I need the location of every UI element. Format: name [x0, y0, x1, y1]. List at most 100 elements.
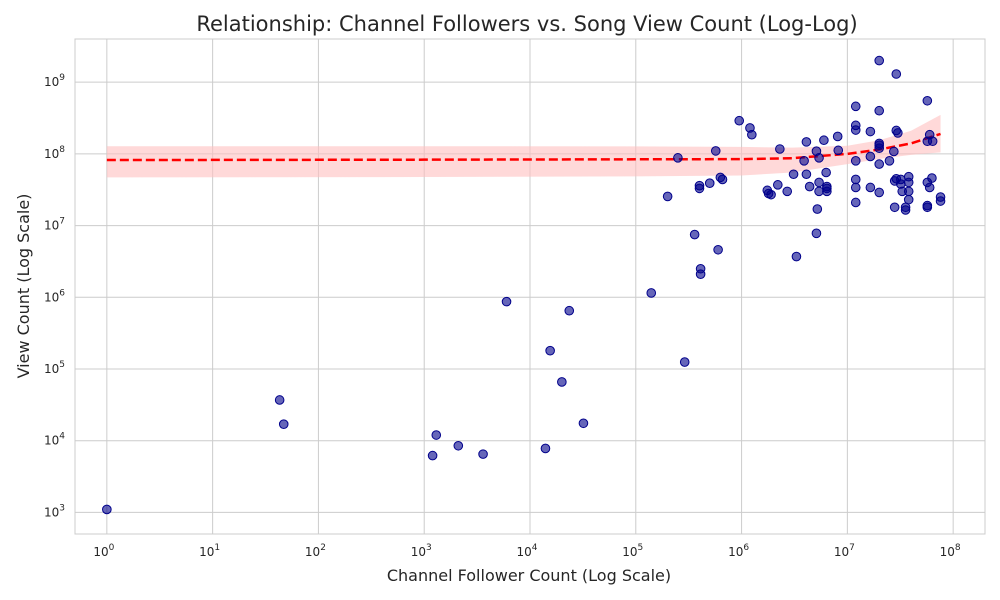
data-point — [903, 186, 914, 197]
x-tick-label: 106 — [728, 543, 749, 559]
data-point — [889, 202, 900, 213]
data-point — [717, 174, 728, 185]
data-point — [874, 143, 885, 154]
data-point — [922, 95, 933, 106]
confidence-band — [106, 114, 941, 178]
data-point — [850, 174, 861, 185]
y-axis-ticks: 103 104 105 106 107 108 109 — [44, 73, 65, 519]
x-tick-label: 100 — [93, 543, 114, 559]
data-point — [922, 202, 933, 213]
data-point — [822, 186, 832, 197]
data-point — [102, 504, 112, 515]
data-point — [747, 129, 757, 140]
data-point — [874, 105, 885, 116]
data-point — [557, 377, 567, 387]
data-point — [903, 194, 914, 205]
data-point — [710, 146, 721, 156]
data-point — [819, 135, 829, 146]
data-point — [893, 128, 903, 138]
data-point — [278, 419, 289, 429]
data-point — [662, 191, 673, 202]
data-point — [766, 189, 776, 200]
data-point — [704, 178, 715, 189]
data-point — [812, 204, 823, 214]
data-point — [924, 182, 935, 193]
data-point — [713, 244, 723, 255]
y-axis-label: View Count (Log Scale) — [14, 194, 33, 379]
data-point — [874, 55, 885, 66]
y-tick-label: 107 — [44, 217, 65, 233]
data-point — [850, 197, 861, 208]
y-tick-label: 104 — [44, 432, 65, 448]
data-points — [102, 55, 946, 515]
data-point — [545, 345, 555, 356]
x-tick-label: 103 — [411, 543, 432, 559]
data-point — [501, 296, 512, 307]
data-point — [874, 187, 885, 198]
data-point — [865, 182, 876, 193]
y-tick-label: 105 — [44, 360, 65, 376]
data-point — [889, 146, 899, 157]
x-axis-ticks: 100 101 102 103 104 105 106 107 108 — [93, 543, 961, 559]
data-point — [431, 430, 442, 440]
data-point — [540, 443, 551, 454]
data-point — [884, 156, 895, 166]
data-point — [453, 440, 464, 451]
data-point — [874, 159, 885, 169]
data-point — [850, 125, 861, 135]
x-tick-label: 107 — [834, 543, 855, 559]
x-tick-label: 102 — [305, 543, 326, 559]
data-point — [478, 449, 488, 459]
x-tick-label: 105 — [622, 543, 643, 559]
x-axis-label: Channel Follower Count (Log Scale) — [387, 566, 671, 585]
y-tick-label: 108 — [44, 145, 65, 161]
data-point — [734, 115, 745, 126]
data-point — [694, 183, 705, 194]
confidence-band-area — [106, 114, 941, 178]
data-point — [891, 69, 902, 79]
y-tick-label: 106 — [44, 288, 65, 304]
data-point — [564, 305, 575, 316]
data-point — [833, 145, 844, 156]
trend-line-group — [106, 132, 941, 162]
data-point — [927, 136, 938, 147]
data-point — [427, 450, 438, 461]
y-tick-label: 103 — [44, 503, 65, 519]
data-point — [927, 173, 937, 183]
data-point — [850, 101, 861, 112]
data-point — [801, 169, 812, 180]
data-point — [865, 151, 876, 162]
data-point — [689, 229, 700, 240]
data-point — [850, 182, 861, 193]
data-point — [788, 169, 799, 180]
data-point — [935, 196, 946, 206]
data-point — [679, 357, 690, 367]
data-point — [814, 153, 824, 163]
data-point — [900, 205, 911, 215]
data-point — [773, 180, 783, 190]
data-point — [804, 181, 815, 192]
data-point — [673, 153, 683, 163]
y-tick-label: 109 — [44, 73, 65, 89]
data-point — [832, 131, 843, 142]
data-point — [903, 177, 914, 188]
x-tick-label: 104 — [516, 543, 537, 559]
data-point — [865, 126, 876, 137]
data-point — [274, 395, 285, 405]
trend-line — [106, 132, 941, 162]
data-point — [782, 186, 793, 197]
data-point — [775, 144, 785, 154]
data-point — [850, 156, 861, 166]
data-point — [801, 137, 812, 147]
data-point — [821, 167, 831, 178]
data-point — [791, 251, 802, 262]
data-point — [814, 177, 824, 188]
chart-title: Relationship: Channel Followers vs. Song… — [196, 12, 857, 36]
data-point — [799, 156, 809, 166]
x-tick-label: 108 — [940, 543, 961, 559]
data-point — [695, 269, 706, 279]
data-point — [646, 288, 657, 298]
data-point — [578, 418, 589, 429]
data-point — [811, 228, 822, 239]
